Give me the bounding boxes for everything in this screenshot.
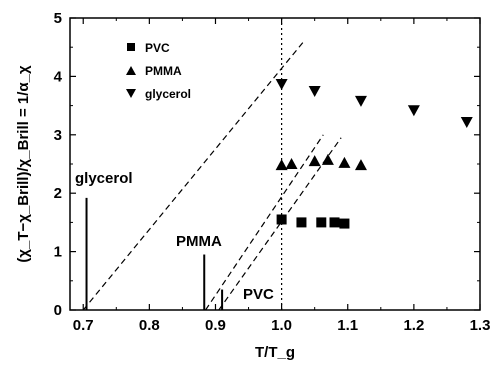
data-point-pmma <box>338 156 351 168</box>
y-tick-label: 4 <box>54 68 63 85</box>
plot-frame <box>69 17 481 311</box>
x-tick-label: 0.8 <box>139 317 160 334</box>
data-point-glycerol <box>308 86 321 97</box>
legend-label-glycerol: glycerol <box>145 87 191 101</box>
y-tick-label: 5 <box>54 10 62 27</box>
data-point-pmma <box>354 159 367 171</box>
legend-marker-pvc <box>127 43 135 51</box>
x-axis-title: T/T_g <box>255 344 295 361</box>
data-point-pmma <box>275 159 288 171</box>
data-point-pvc <box>339 218 350 229</box>
x-tick-label: 0.7 <box>73 317 94 334</box>
annotation-pmma: PMMA <box>176 233 222 250</box>
data-point-glycerol <box>354 95 367 107</box>
fit-line <box>205 134 324 311</box>
data-point-glycerol <box>275 78 288 90</box>
data-point-pmma <box>285 158 298 169</box>
data-point-glycerol <box>407 105 420 117</box>
fit-line <box>82 39 306 311</box>
legend-label-pvc: PVC <box>145 41 170 55</box>
legend-marker-glycerol <box>126 89 136 98</box>
legend: PVC PMMA glycerol <box>126 41 191 101</box>
annotation-pvc: PVC <box>243 286 274 303</box>
data-point-pmma <box>308 155 321 167</box>
data-point-pvc <box>296 217 307 228</box>
y-axis-title: (χ_T−χ_Brill)/χ_Brill = 1/α_χ <box>15 65 32 263</box>
x-tick-label: 0.9 <box>205 317 226 334</box>
y-tick-label: 3 <box>54 127 62 144</box>
legend-marker-pmma <box>126 66 136 75</box>
data-point-pvc <box>276 214 287 225</box>
annotation-glycerol: glycerol <box>75 170 133 187</box>
y-tick-label: 0 <box>54 302 62 319</box>
data-point-pvc <box>329 217 340 228</box>
data-point-pmma <box>321 153 334 165</box>
data-point-glycerol <box>460 116 473 128</box>
legend-label-pmma: PMMA <box>145 64 182 78</box>
x-tick-label: 1.0 <box>271 317 292 334</box>
x-tick-label: 1.1 <box>337 317 358 334</box>
y-tick-label: 1 <box>54 244 62 261</box>
x-tick-label: 1.3 <box>470 317 491 334</box>
y-tick-label: 2 <box>54 185 62 202</box>
x-tick-label: 1.2 <box>403 317 424 334</box>
data-point-pvc <box>316 217 327 228</box>
